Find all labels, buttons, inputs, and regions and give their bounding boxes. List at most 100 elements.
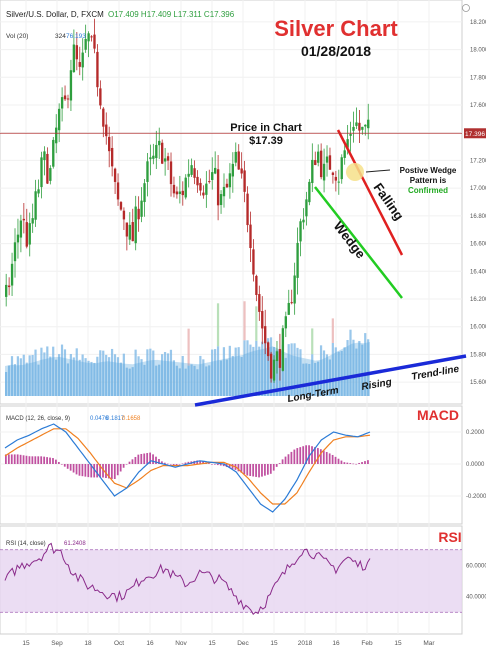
macd-histogram-bar [211, 464, 213, 465]
candle-body [96, 52, 98, 87]
candle-body [117, 182, 119, 199]
price-tick-label: 16.800 [470, 214, 486, 220]
macd-histogram-bar [82, 464, 84, 476]
candle-body [367, 120, 369, 128]
macd-tick-label: 0.2000 [466, 430, 485, 436]
candle-body [193, 168, 195, 178]
macd-histogram-bar [64, 464, 66, 467]
candle-body [143, 183, 145, 202]
macd-histogram-bar [11, 454, 13, 464]
volume-spike [243, 301, 245, 340]
candle-body [249, 225, 251, 248]
candle-body [302, 220, 304, 223]
candle-body [226, 184, 228, 188]
macd-histogram-bar [243, 464, 245, 474]
macd-histogram-bar [261, 464, 263, 477]
candle-body [79, 62, 81, 67]
x-tick-label: 15 [22, 640, 30, 647]
candle-body [14, 242, 16, 261]
macd-histogram-bar [96, 464, 98, 477]
macd-tick-label: 0.0000 [466, 462, 485, 468]
candle-body [349, 134, 351, 136]
candle-body [314, 160, 316, 165]
candle-body [182, 191, 184, 195]
macd-histogram-bar [170, 464, 172, 465]
candle-body [352, 127, 354, 131]
macd-histogram-bar [14, 454, 16, 464]
macd-histogram-bar [31, 456, 33, 464]
macd-histogram-bar [279, 463, 281, 464]
macd-histogram-bar [155, 457, 157, 464]
candle-body [238, 151, 240, 169]
candle-body [188, 174, 190, 177]
macd-histogram-bar [67, 464, 69, 469]
candle-body [49, 168, 51, 181]
price-tick-label: 17.600 [470, 103, 486, 109]
price-tick-label: 16.600 [470, 242, 486, 248]
macd-histogram-bar [55, 460, 57, 464]
candle-body [99, 88, 101, 105]
macd-histogram-bar [302, 446, 304, 464]
candle-body [31, 218, 33, 223]
macd-histogram-bar [276, 464, 278, 467]
x-tick-label: 2018 [298, 640, 313, 647]
x-tick-label: Dec [237, 640, 249, 647]
candle-body [282, 328, 284, 371]
macd-histogram-bar [23, 455, 25, 464]
wedge-note-line1: Postive Wedge [400, 166, 457, 175]
price-tick-label: 17.000 [470, 186, 486, 192]
macd-histogram-bar [246, 464, 248, 476]
macd-histogram-bar [17, 454, 19, 464]
candle-body [61, 97, 63, 108]
macd-histogram-bar [182, 463, 184, 464]
macd-histogram-bar [123, 464, 125, 468]
candle-body [243, 170, 245, 191]
vol-label: Vol (20) [6, 33, 28, 40]
macd-histogram-bar [126, 464, 128, 465]
candle-body [123, 211, 125, 220]
macd-histogram-bar [299, 447, 301, 464]
x-tick-label: Nov [175, 640, 187, 647]
macd-histogram-bar [49, 458, 51, 464]
macd-histogram-bar [258, 464, 260, 477]
candle-body [82, 53, 84, 68]
macd-histogram-bar [208, 463, 210, 464]
macd-histogram-bar [344, 462, 346, 464]
candle-body [296, 243, 298, 278]
macd-title: MACD [417, 407, 459, 423]
macd-histogram-bar [293, 450, 295, 464]
candle-body [105, 125, 107, 137]
candle-body [211, 172, 213, 180]
macd-histogram-bar [105, 464, 107, 478]
candle-body [152, 156, 154, 159]
candle-body [264, 326, 266, 343]
candle-body [232, 164, 234, 177]
macd-histogram-bar [37, 456, 39, 464]
macd-histogram-bar [264, 464, 266, 476]
macd-histogram-bar [349, 463, 351, 464]
candle-body [17, 235, 19, 243]
macd-histogram-bar [129, 462, 131, 464]
wedge-highlight [346, 163, 364, 181]
macd-histogram-bar [288, 454, 290, 464]
candle-body [23, 219, 25, 220]
candle-body [137, 209, 139, 219]
candle-body [84, 39, 86, 50]
candle-body [55, 128, 57, 144]
candle-body [185, 178, 187, 198]
macd-histogram-bar [320, 449, 322, 464]
macd-histogram-bar [326, 452, 328, 464]
macd-histogram-bar [143, 454, 145, 464]
candle-body [140, 201, 142, 217]
candle-body [246, 194, 248, 225]
candle-body [37, 189, 39, 193]
x-tick-label: Oct [114, 640, 124, 647]
macd-histogram-bar [76, 464, 78, 474]
macd-histogram-bar [61, 464, 63, 465]
price-tick-label: 16.200 [470, 297, 486, 303]
price-label-line2: $17.39 [249, 135, 283, 147]
macd-histogram-bar [285, 457, 287, 464]
candle-body [252, 249, 254, 274]
macd-histogram-bar [111, 464, 113, 479]
